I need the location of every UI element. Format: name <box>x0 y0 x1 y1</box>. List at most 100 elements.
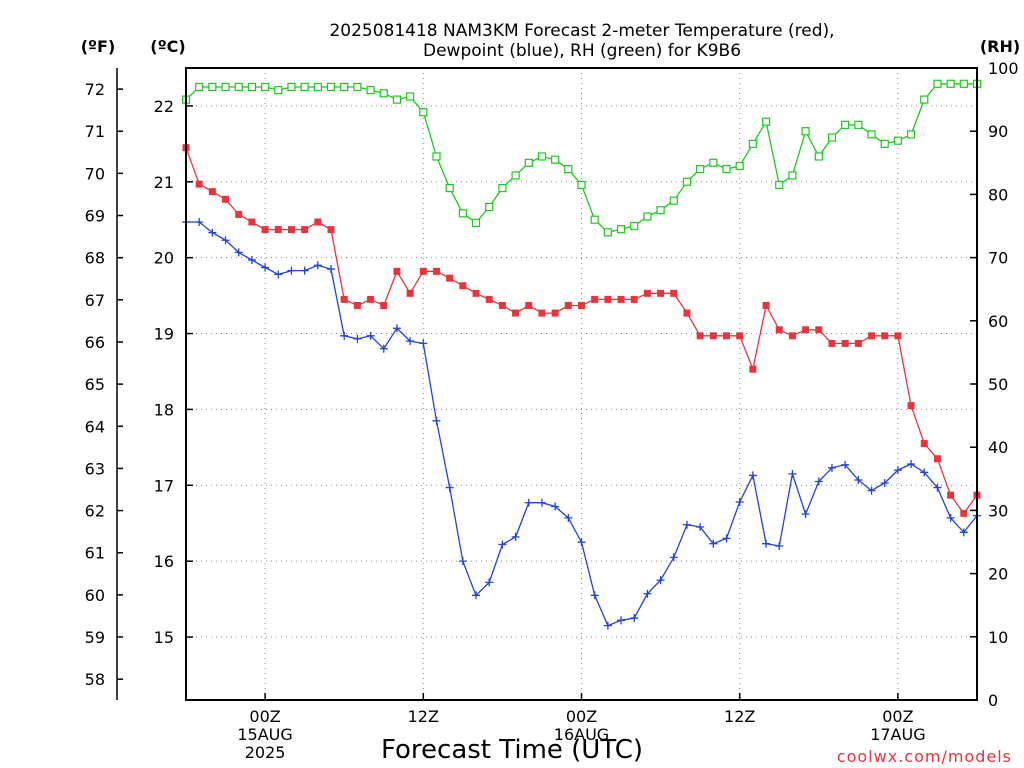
data-point <box>854 120 863 129</box>
data-point <box>880 479 889 488</box>
data-point <box>498 301 506 309</box>
data-point <box>854 475 863 484</box>
data-point <box>827 133 837 142</box>
time-tick-label: 00Z <box>566 707 597 726</box>
fahrenheit-tick-label: 61 <box>85 544 105 563</box>
celsius-axis: 15 16 17 18 19 20 21 22 <box>154 97 193 647</box>
data-point <box>682 177 692 186</box>
data-point <box>603 228 612 237</box>
data-point <box>221 82 230 92</box>
data-point <box>511 532 520 541</box>
data-point <box>525 301 533 309</box>
data-point <box>696 332 704 340</box>
data-point <box>933 455 941 463</box>
data-point <box>406 92 415 101</box>
data-point <box>920 95 929 104</box>
data-point <box>340 82 349 92</box>
data-point <box>314 218 322 226</box>
data-point <box>577 538 586 547</box>
data-point <box>274 270 283 279</box>
chart-title: 2025081418 NAM3KM Forecast 2-meter Tempe… <box>329 21 834 41</box>
data-point <box>802 326 810 334</box>
data-point <box>300 266 309 275</box>
data-point <box>367 295 375 303</box>
data-point <box>432 416 441 425</box>
data-point <box>709 539 718 548</box>
data-point <box>709 158 718 167</box>
data-point <box>893 466 902 475</box>
data-point <box>841 120 850 129</box>
data-point <box>459 282 467 290</box>
data-point <box>392 95 402 104</box>
rh-axis: 0 10 20 30 40 50 60 70 80 90 100 <box>970 59 1019 710</box>
data-point <box>485 578 494 587</box>
data-point <box>604 295 612 303</box>
data-point <box>379 89 388 98</box>
data-point <box>247 82 257 92</box>
data-point <box>828 339 836 347</box>
data-point <box>670 289 678 297</box>
data-point <box>788 332 796 340</box>
data-point <box>735 161 744 171</box>
data-point <box>327 265 336 274</box>
data-point <box>617 295 625 303</box>
chart-subtitle: Dewpoint (blue), RH (green) for K9B6 <box>423 41 741 61</box>
data-point <box>353 301 361 309</box>
data-point <box>814 152 823 161</box>
data-point <box>748 139 757 148</box>
data-point <box>195 82 204 92</box>
fahrenheit-tick-label: 72 <box>85 80 105 99</box>
data-point <box>326 82 336 92</box>
fahrenheit-tick-label: 58 <box>85 670 105 689</box>
data-point <box>208 228 217 237</box>
data-point <box>392 324 401 333</box>
fahrenheit-axis: 58 59 60 61 62 63 64 65 66 67 68 69 70 71 72 <box>85 80 123 689</box>
data-point <box>300 82 309 92</box>
data-point <box>643 289 651 297</box>
data-point <box>261 263 270 272</box>
data-point <box>577 180 586 190</box>
data-point <box>313 82 322 92</box>
data-point <box>340 331 349 340</box>
data-point <box>867 130 876 139</box>
data-point <box>380 301 388 309</box>
data-point <box>235 210 243 218</box>
series-layer <box>181 79 982 630</box>
data-point <box>696 523 705 532</box>
data-point <box>920 468 929 477</box>
data-point <box>709 332 717 340</box>
data-point <box>815 326 823 334</box>
rh-tick-label: 50 <box>988 375 1008 394</box>
x-axis-label: Forecast Time (UTC) <box>381 735 643 765</box>
data-point <box>801 127 810 136</box>
fahrenheit-tick-label: 70 <box>85 164 105 183</box>
rh-tick-label: 0 <box>988 691 998 710</box>
time-tick-label: 17AUG <box>870 725 925 744</box>
data-point <box>208 82 217 92</box>
fahrenheit-tick-label: 59 <box>85 628 105 647</box>
data-point <box>578 301 585 309</box>
rh-tick-label: 80 <box>988 185 1008 204</box>
data-point <box>801 510 810 519</box>
data-point <box>736 332 744 340</box>
celsius-tick-label: 15 <box>154 628 174 647</box>
data-point <box>735 497 744 506</box>
data-point <box>445 183 454 193</box>
data-point <box>775 541 784 550</box>
data-point <box>761 117 771 126</box>
rh-unit-label: (RH) <box>980 37 1020 56</box>
data-point <box>195 180 203 188</box>
celsius-tick-label: 16 <box>154 552 174 571</box>
data-point <box>406 289 414 297</box>
celsius-tick-label: 19 <box>154 325 174 344</box>
data-point <box>907 402 915 410</box>
data-point <box>893 136 903 145</box>
time-tick-label: 12Z <box>408 707 439 726</box>
data-point <box>946 513 955 522</box>
data-point <box>723 332 731 340</box>
data-point <box>511 171 520 180</box>
celsius-tick-label: 20 <box>154 249 174 268</box>
fahrenheit-tick-label: 62 <box>85 502 105 521</box>
data-point <box>907 460 916 469</box>
data-point <box>419 339 428 348</box>
